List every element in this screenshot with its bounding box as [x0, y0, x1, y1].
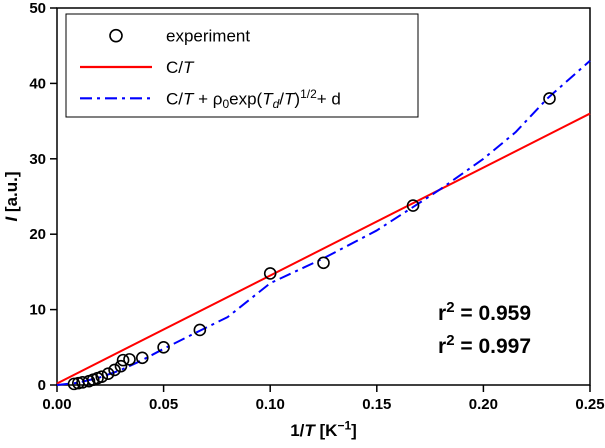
data-point [123, 353, 136, 366]
x-axis-title: 1/T [K−1] [290, 419, 357, 440]
legend-item-label: experiment [166, 27, 250, 46]
x-tick-label: 0.05 [149, 396, 178, 413]
y-tick-label: 20 [29, 226, 46, 243]
legend-box [65, 13, 419, 118]
data-point [101, 367, 115, 380]
data-point [95, 370, 109, 384]
y-tick-label: 30 [29, 151, 46, 168]
x-tick-label: 0.15 [362, 396, 391, 413]
data-point [157, 340, 170, 354]
y-tick-label: 40 [29, 75, 46, 92]
fit-line-ct [56, 112, 591, 385]
data-point [263, 267, 277, 280]
data-point [67, 377, 81, 391]
fit-line-vrh [56, 60, 591, 386]
x-tick-label: 0.10 [256, 396, 285, 413]
data-point [193, 323, 207, 337]
legend-item-label: C/T [166, 58, 195, 77]
data-point [114, 359, 128, 373]
y-axis-title: I [a.u.] [2, 171, 21, 221]
y-tick-label: 0 [38, 377, 46, 394]
data-point [116, 353, 130, 367]
data-point [135, 351, 149, 365]
legend-item-label: C/T + ρ0exp(Td/T)1/2+ d [166, 87, 341, 111]
y-tick-label: 50 [29, 0, 46, 17]
x-tick-label: 0.25 [575, 396, 604, 413]
data-point [543, 92, 556, 105]
x-tick-label: 0.20 [469, 396, 498, 413]
data-point [108, 363, 121, 377]
data-point [317, 256, 330, 270]
y-tick-label: 10 [29, 302, 46, 319]
r-squared-annotation: r2 = 0.997 [438, 332, 531, 358]
legend-marker-circle-icon [109, 28, 123, 43]
r-squared-annotation: r2 = 0.959 [438, 299, 531, 325]
data-point [406, 199, 420, 212]
x-tick-label: 0.00 [42, 396, 71, 413]
